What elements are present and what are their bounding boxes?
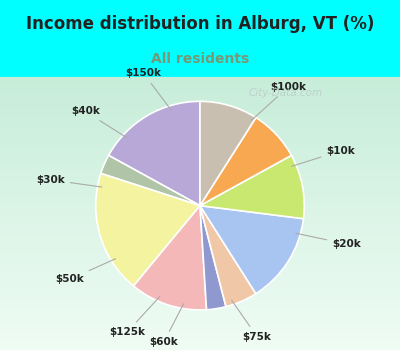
Wedge shape [200,206,304,294]
Text: $10k: $10k [292,146,355,166]
Wedge shape [200,155,304,219]
Wedge shape [101,155,200,206]
Text: All residents: All residents [151,52,249,66]
Text: $125k: $125k [109,297,160,337]
Text: City-Data.com: City-Data.com [248,88,322,98]
Wedge shape [96,173,200,286]
Wedge shape [200,118,291,206]
Text: $20k: $20k [296,233,361,249]
Wedge shape [200,102,256,206]
Text: $30k: $30k [36,175,102,187]
Text: $60k: $60k [150,304,184,346]
Text: $150k: $150k [126,68,171,110]
Text: $100k: $100k [252,82,306,120]
Wedge shape [200,206,226,310]
Wedge shape [109,102,200,206]
Text: $50k: $50k [55,259,116,285]
Wedge shape [200,206,256,307]
Text: Income distribution in Alburg, VT (%): Income distribution in Alburg, VT (%) [26,15,374,33]
Text: $75k: $75k [232,300,272,342]
Wedge shape [134,206,206,310]
Text: $40k: $40k [71,106,127,138]
